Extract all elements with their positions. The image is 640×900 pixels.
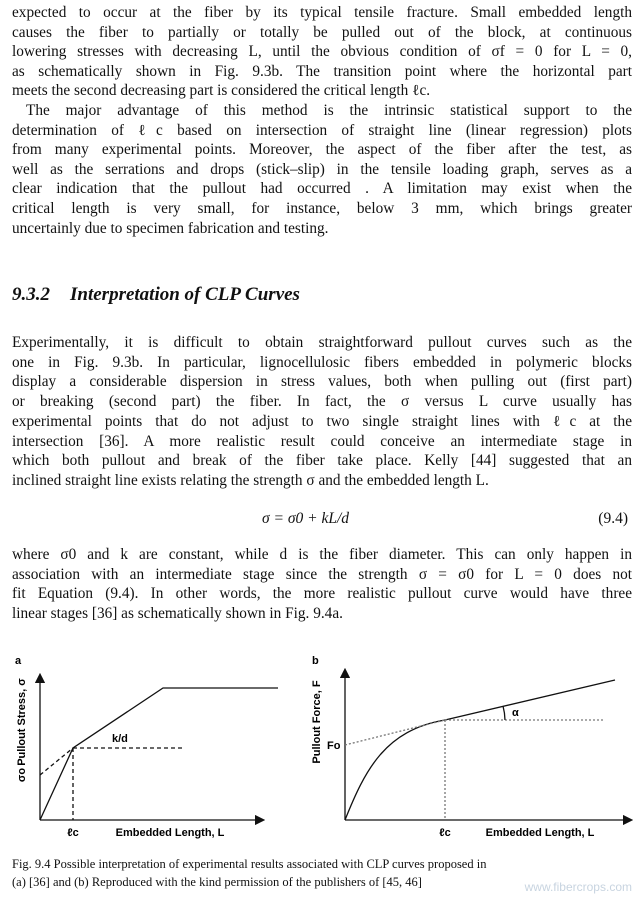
text-line: fit Equation (9.4). In other words, the … xyxy=(12,585,632,603)
text-line: linear stages [36] as schematically show… xyxy=(12,605,343,623)
text-line: clear indication that the pullout had oc… xyxy=(12,180,632,198)
caption-line: (a) [36] and (b) Reproduced with the kin… xyxy=(12,875,422,889)
equation-number: (9.4) xyxy=(598,510,628,527)
text-line: well as the serrations and drops (stick–… xyxy=(12,160,632,178)
y-axis-label: Pullout Stress, σ xyxy=(16,678,28,766)
panel-label: b xyxy=(312,655,319,667)
text-line: uncertainly due to specimen fabrication … xyxy=(12,219,329,237)
panel-label: a xyxy=(15,655,22,667)
text-line: association with an intermediate stage s… xyxy=(12,565,632,583)
figure: a Pullout Stress, σ σo k/d ℓc Embedded L… xyxy=(15,655,634,839)
caption-line: Fig. 9.4 Possible interpretation of expe… xyxy=(12,857,487,871)
text-line: expected to occur at the fiber by its ty… xyxy=(12,4,632,21)
text-line: display a considerable dispersion in str… xyxy=(12,373,632,391)
section-heading: 9.3.2 Interpretation of CLP Curves xyxy=(12,284,300,306)
text-line: determination of ℓc based on intersectio… xyxy=(12,121,632,139)
angle-label: α xyxy=(512,707,519,719)
intercept-label: Fo xyxy=(327,740,341,752)
text-line: intersection [36]. A more realistic resu… xyxy=(12,432,632,450)
x-axis-label: Embedded Length, L xyxy=(486,827,595,839)
watermark: www.fibercrops.com xyxy=(524,880,632,894)
text-line: as schematically shown in Fig. 9.3b. The… xyxy=(12,62,632,80)
text-line: from many experimental points. Moreover,… xyxy=(12,141,632,159)
equation: σ = σ0 + kL/d xyxy=(262,510,350,527)
intercept-label: σo xyxy=(16,768,28,783)
text-line: causes the fiber to partially or totally… xyxy=(12,23,632,41)
critical-label: ℓc xyxy=(67,827,79,839)
heading-number: 9.3.2 xyxy=(12,284,50,305)
text-line: lowering stresses with decreasing L, unt… xyxy=(12,43,632,61)
text-line: critical length is very small, for insta… xyxy=(12,200,632,217)
text-line: Experimentally, it is difficult to obtai… xyxy=(12,334,632,351)
text-line: meets the second decreasing part is cons… xyxy=(12,82,431,100)
x-axis-label: Embedded Length, L xyxy=(116,827,225,839)
y-axis-label: Pullout Force, F xyxy=(311,680,323,763)
text-line: where σ0 and k are constant, while d is … xyxy=(12,546,632,563)
text-line: or breaking (second part) the fiber. In … xyxy=(12,393,632,411)
text-line: which both pullout and break of the fibe… xyxy=(12,452,632,470)
text-line: one in Fig. 9.3b. In particular, lignoce… xyxy=(12,353,632,371)
heading-title: Interpretation of CLP Curves xyxy=(70,284,300,305)
text-line: The major advantage of this method is th… xyxy=(26,102,632,119)
critical-label: ℓc xyxy=(439,827,451,839)
text-line: experimental points that do not adjust t… xyxy=(12,412,632,430)
text-line: inclined straight line exists relating t… xyxy=(12,471,489,489)
slope-label: k/d xyxy=(112,733,128,745)
